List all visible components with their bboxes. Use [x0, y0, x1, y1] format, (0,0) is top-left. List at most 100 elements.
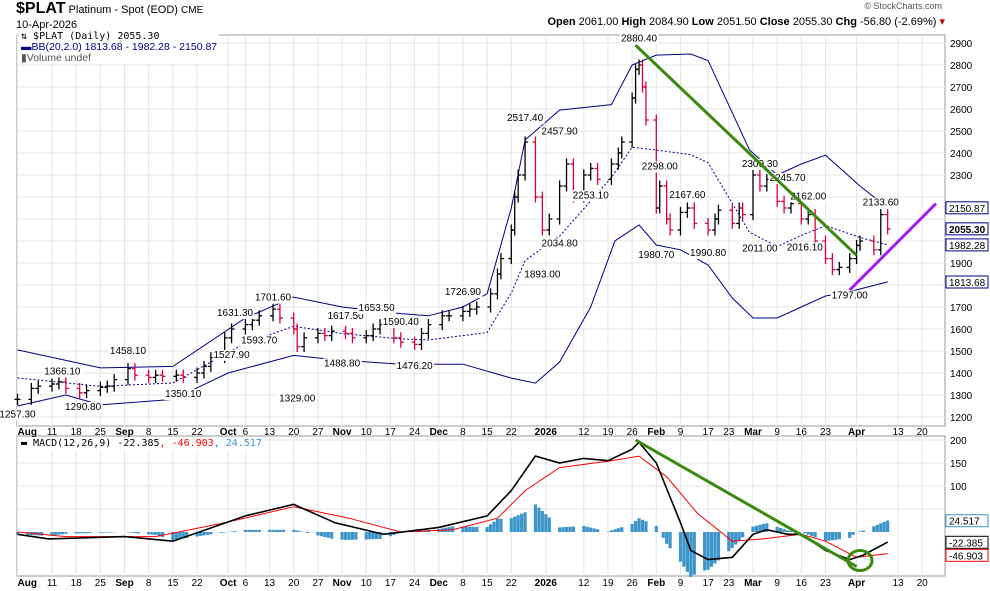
- macd-histogram-bar: [734, 532, 738, 545]
- price-bar: [836, 261, 843, 276]
- annotation-bg: [443, 287, 483, 299]
- macd-histogram-bar: [74, 532, 78, 534]
- macd-histogram-bar: [364, 532, 368, 540]
- legend: ⇅ $PLAT (Daily) 2055.30 ▬BB(20,2.0) 1813…: [19, 31, 220, 64]
- date-tick-label: 12: [578, 427, 590, 438]
- macd-histogram-bar: [154, 532, 158, 535]
- price-annotation: 2457.90: [542, 126, 579, 137]
- macd-histogram-bar: [84, 532, 89, 534]
- macd-histogram-bar: [171, 532, 175, 541]
- price-axis-box-label: 2150.87: [949, 204, 986, 215]
- green-trendline: [634, 44, 858, 257]
- macd-histogram-bar: [761, 523, 765, 532]
- date-tick-label: 9: [678, 578, 684, 589]
- macd-histogram-bar: [678, 532, 683, 562]
- legend-price: ⇅ $PLAT (Daily) 2055.30: [21, 31, 160, 42]
- date-tick-label: 15: [482, 427, 494, 438]
- date-tick-label: 6: [243, 578, 249, 589]
- macd-axis-box: [945, 548, 989, 562]
- date-tick-label: 20: [917, 427, 929, 438]
- annotation-bg: [523, 269, 562, 281]
- price-bar: [439, 310, 446, 331]
- price-bar: [83, 385, 90, 399]
- annotation-bg: [619, 33, 659, 45]
- macd-axis-box-label: -22.385: [949, 538, 983, 549]
- price-bar: [829, 253, 836, 276]
- price-tick-label: 2400: [950, 149, 973, 160]
- date-tick-label: 26: [627, 427, 639, 438]
- price-axis-box: [945, 275, 989, 289]
- macd-panel-frame: [16, 435, 946, 577]
- annotation-bg: [571, 190, 611, 202]
- date-tick-label: 8: [460, 578, 466, 589]
- macd-histogram-bar: [243, 529, 247, 532]
- macd-histogram-bar: [185, 532, 189, 538]
- price-tick-label: 1900: [950, 259, 973, 270]
- macd-histogram-bar: [147, 532, 151, 535]
- macd-histogram-bar: [81, 532, 85, 534]
- price-bar: [822, 235, 829, 265]
- price-bar: [691, 202, 698, 229]
- price-bar: [494, 268, 501, 300]
- macd-histogram-bar: [709, 532, 714, 567]
- macd-histogram-bar: [195, 532, 199, 537]
- date-tick-label: 2026: [535, 578, 558, 589]
- date-tick-label: Dec: [430, 427, 449, 438]
- macd-histogram-bar: [368, 532, 372, 540]
- price-bar: [705, 217, 712, 236]
- macd-histogram-bar: [661, 532, 665, 538]
- macd-histogram-bar: [692, 532, 696, 575]
- macd-histogram-bar: [281, 529, 285, 532]
- price-annotation: 1797.00: [832, 291, 869, 302]
- macd-histogram-bar: [568, 526, 572, 532]
- price-annotation: 1488.80: [324, 358, 361, 369]
- price-bar: [594, 162, 601, 185]
- annotation-bg: [323, 358, 362, 370]
- macd-histogram-bar: [105, 532, 109, 533]
- date-tick-label: 17: [385, 578, 397, 589]
- price-bar: [846, 253, 853, 273]
- annotation-bg: [689, 248, 728, 260]
- price-tick-label: 1400: [950, 369, 973, 380]
- annotation-bg: [326, 311, 366, 323]
- price-annotation: 2133.60: [863, 198, 900, 209]
- macd-histogram-bar: [589, 527, 593, 532]
- macd-histogram-bar: [851, 532, 855, 535]
- price-bar: [715, 204, 722, 225]
- price-annotation: 1290.80: [65, 402, 102, 413]
- date-tick-label: 20: [288, 578, 300, 589]
- date-tick-label: 11: [47, 578, 58, 589]
- date-tick-label: 13: [892, 427, 904, 438]
- macd-histogram-bar: [88, 532, 92, 534]
- macd-histogram-bar: [471, 526, 475, 532]
- price-bar: [684, 202, 691, 218]
- ohlc-value-close: 2055.30: [792, 16, 836, 28]
- price-bar: [35, 380, 42, 394]
- date-tick-label: Sep: [115, 578, 133, 589]
- macd-histogram-bar: [827, 532, 831, 541]
- date-tick-label: Apr: [848, 578, 865, 589]
- macd-histogram-bar: [886, 520, 890, 532]
- legend-bb: ▬BB(20,2.0) 1813.68 - 1982.28 - 2150.87: [21, 41, 218, 53]
- macd-histogram-bar: [485, 527, 489, 532]
- price-annotation: 1350.10: [165, 389, 202, 400]
- price-bar: [256, 310, 263, 326]
- price-tick-label: 1300: [950, 391, 973, 402]
- price-tick-label: 2500: [950, 127, 973, 138]
- price-bar: [466, 303, 473, 317]
- date-tick-label: 25: [95, 427, 107, 438]
- down-arrow-icon: ▾: [939, 16, 945, 28]
- price-bar: [349, 327, 356, 344]
- annotation-bg: [381, 317, 421, 329]
- macd-histogram-bar: [596, 529, 600, 532]
- macd-histogram-bar: [509, 518, 513, 532]
- price-annotation: 2298.00: [642, 161, 679, 172]
- price-bar: [749, 169, 756, 221]
- macd-histogram-bar: [848, 532, 852, 538]
- price-bar: [446, 310, 453, 322]
- macd-histogram-bar: [340, 532, 344, 540]
- macd-histogram-bar: [292, 529, 296, 532]
- price-bar: [677, 206, 684, 236]
- price-bar: [736, 202, 743, 229]
- ohlc-value-low: 2051.50: [716, 16, 760, 28]
